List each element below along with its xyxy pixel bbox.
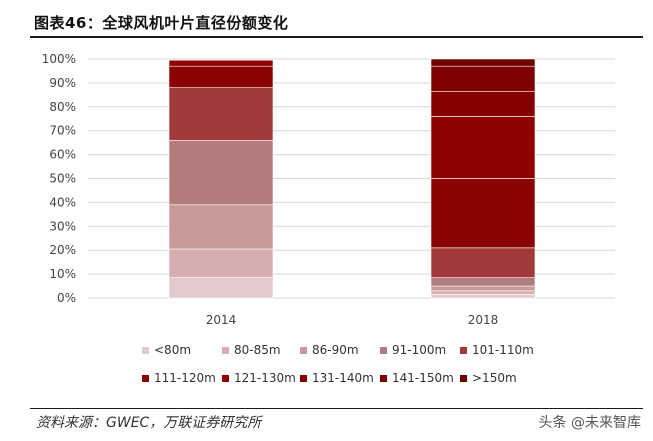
bar-segment [430,247,536,278]
legend-swatch [300,347,307,354]
legend-swatch [222,375,229,382]
y-tick-label: 80% [49,100,76,114]
bar-segment [168,65,274,88]
legend-swatch [300,375,307,382]
legend-label: 111-120m [154,371,216,385]
source-note: 资料来源：GWEC，万联证券研究所 [36,415,262,431]
y-tick-label: 30% [49,219,76,233]
legend-label: 121-130m [234,371,296,385]
bar-segment [168,277,274,299]
y-tick-label: 50% [49,172,76,186]
y-tick-label: 90% [49,76,76,90]
y-tick-label: 20% [49,243,76,257]
bar-segment [168,204,274,250]
legend-swatch [460,375,467,382]
bar-segment [430,90,536,117]
bar-segment [168,87,274,141]
legend-label: >150m [472,371,517,385]
legend-label: 86-90m [312,343,359,357]
legend-label: 91-100m [392,343,446,357]
bar-segment [168,139,274,206]
legend-swatch [460,347,467,354]
legend-swatch [380,347,387,354]
y-tick-label: 60% [49,148,76,162]
bar-segment [430,294,536,299]
legend-label: 131-140m [312,371,374,385]
legend-label: <80m [154,343,191,357]
bar-segment [168,59,274,67]
legend-label: 141-150m [392,371,454,385]
bar-segment [168,248,274,278]
x-tick-label: 2018 [468,313,499,327]
legend-swatch [222,347,229,354]
y-tick-label: 10% [49,267,76,281]
legend-swatch [142,347,149,354]
y-tick-label: 40% [49,195,76,209]
legend-label: 101-110m [472,343,534,357]
y-tick-label: 100% [42,52,76,66]
chart-title: 图表46：全球风机叶片直径份额变化 [34,14,289,32]
y-tick-label: 70% [49,124,76,138]
legend-swatch [142,375,149,382]
bar-segment [430,58,536,67]
bar-segment [430,277,536,287]
bar-segment [430,285,536,292]
watermark-text: 头条 @未来智库 [538,415,641,431]
bar-segment [430,116,536,179]
bar-segment [430,290,536,295]
legend-swatch [380,375,387,382]
y-tick-label: 0% [57,291,76,305]
title-bar: 图表46：全球风机叶片直径份额变化 [30,8,643,38]
x-tick-label: 2014 [206,313,237,327]
stacked-bar-chart: 0% 10% 20% 30% 40% 50% 60% 70% 80% 90% 100% 2014 201… [42,52,615,385]
bar-segment [430,65,536,92]
legend-label: 80-85m [234,343,281,357]
bar-segment [430,178,536,249]
source-divider [30,408,643,409]
